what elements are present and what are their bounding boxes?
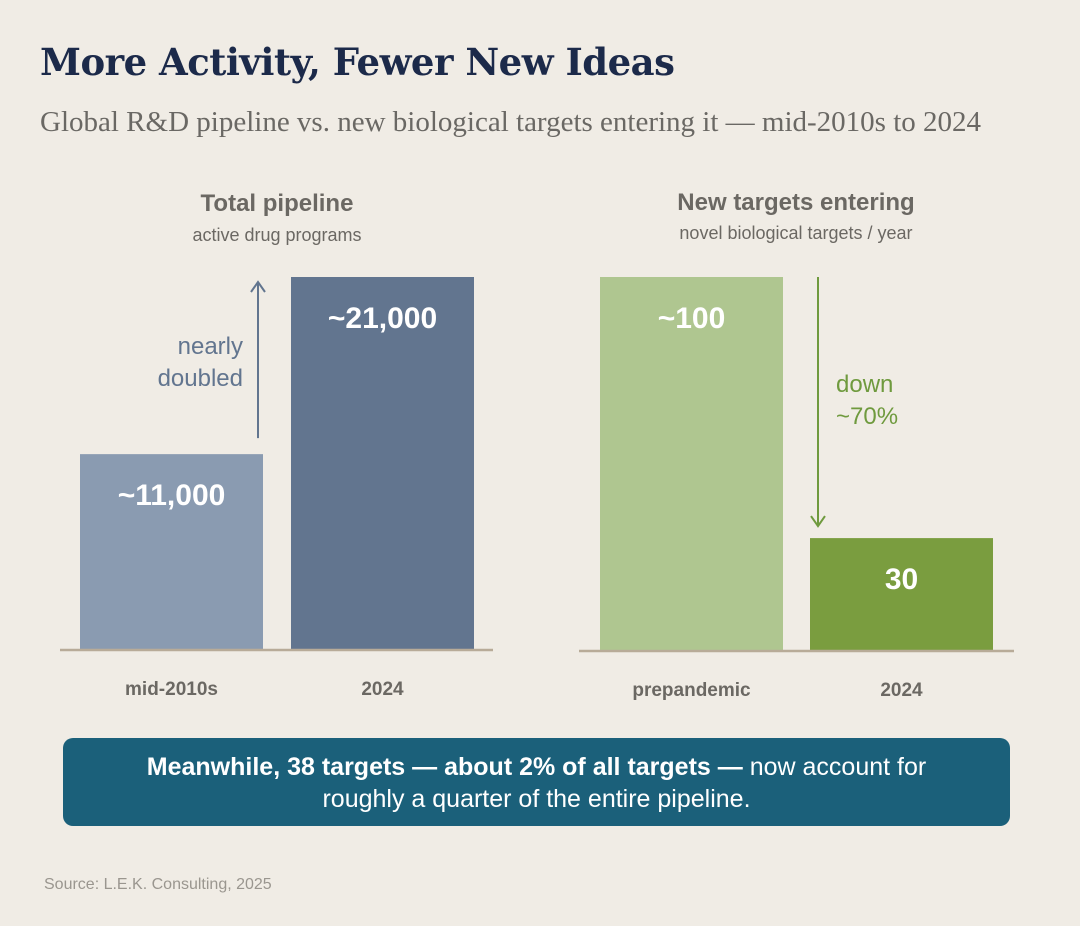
category-label: 2024 [361,679,404,700]
bar-value-label: ~11,000 [118,479,226,512]
bar-2024 [810,538,993,650]
category-label: prepandemic [632,680,751,701]
bar-prepandemic [600,277,783,650]
change-annotation-line2: doubled [158,365,243,392]
category-label: mid-2010s [125,679,218,700]
change-annotation-line2: ~70% [836,403,898,430]
callout-box: Meanwhile, 38 targets — about 2% of all … [63,738,1010,826]
source-note: Source: L.E.K. Consulting, 2025 [44,876,272,893]
callout-rest-text: now account for roughly a quarter of the… [322,753,927,813]
bar-value-label: ~100 [658,302,726,335]
panel-title: New targets entering [677,189,914,216]
chart-subtitle: Global R&D pipeline vs. new biological t… [40,106,982,138]
chart-title: More Activity, Fewer New Ideas [40,40,675,84]
arrow-down-head-icon [810,515,826,528]
bar-mid-2010s [80,454,263,649]
change-annotation-line1: nearly [178,333,243,360]
panel-total-pipeline: Total pipeline active drug programs ~11,00… [60,190,493,700]
arrow-up-head-icon [250,280,266,293]
panel-new-targets: New targets entering novel biological tar… [579,189,1014,701]
panel-subtitle: active drug programs [192,225,361,245]
panel-subtitle: novel biological targets / year [679,223,912,243]
bar-value-label: 30 [885,563,918,596]
callout-bold-text: Meanwhile, 38 targets — about 2% of all … [146,753,743,781]
panel-title: Total pipeline [201,190,354,217]
bar-2024 [291,277,474,649]
bar-value-label: ~21,000 [328,302,437,335]
category-label: 2024 [880,680,923,701]
change-annotation-line1: down [836,371,893,398]
